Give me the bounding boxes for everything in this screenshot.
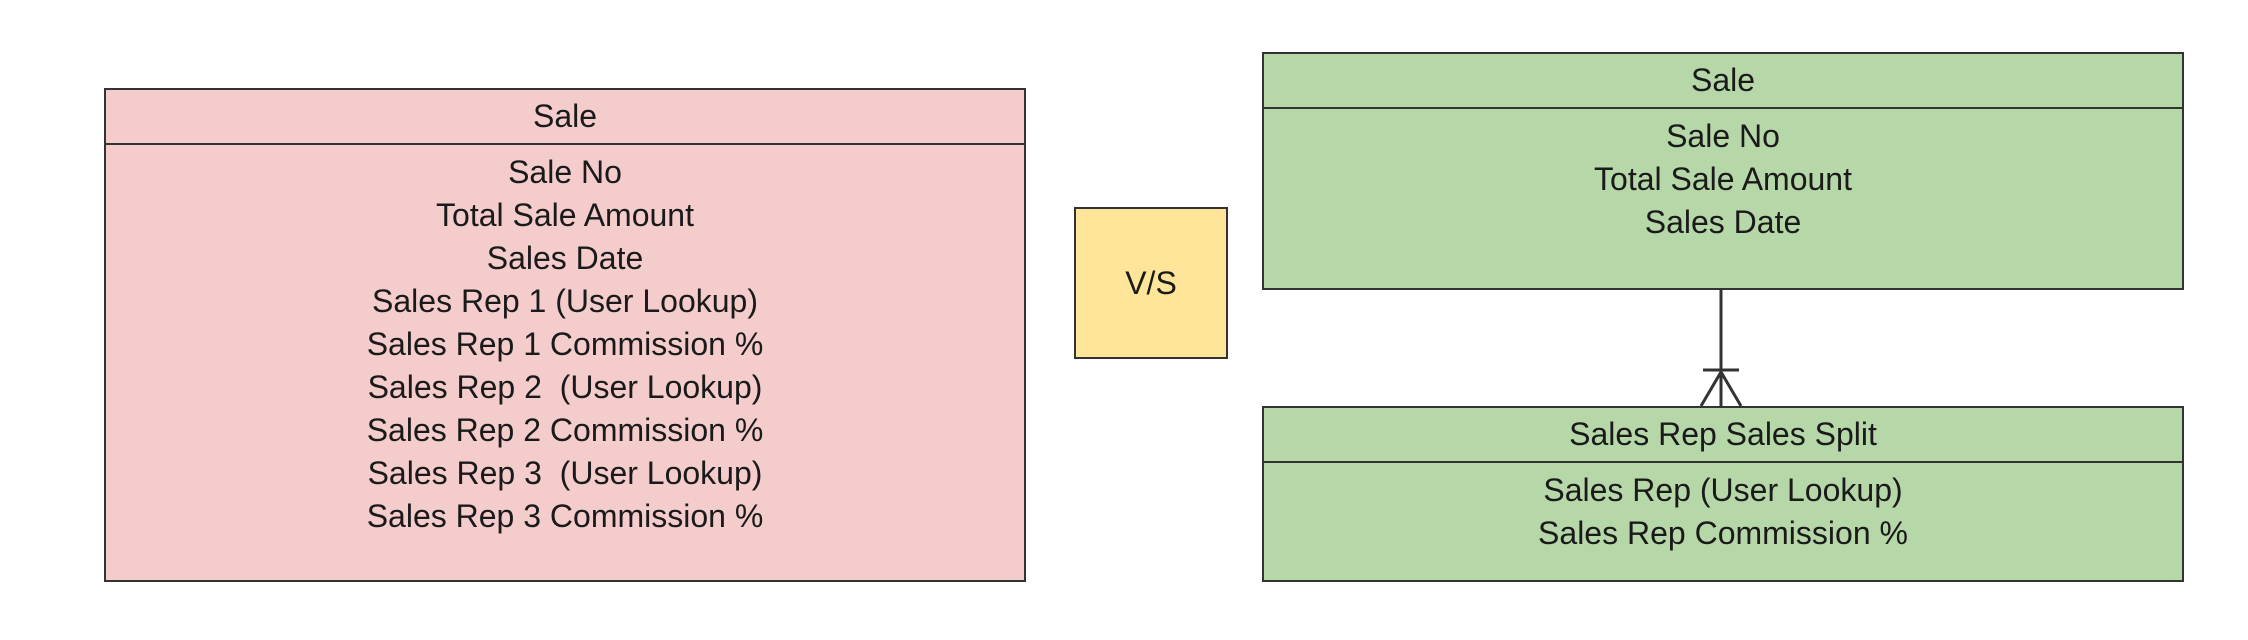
entity-field: Total Sale Amount [1594,161,1852,197]
entity-sale-normalized[interactable]: Sale Sale No Total Sale Amount Sales Dat… [1262,52,2184,290]
entity-title: Sale [106,90,1024,145]
entity-field: Sales Date [486,240,644,276]
entity-field: Total Sale Amount [436,197,694,233]
crows-foot-left [1699,371,1723,407]
entity-field: Sales Rep 1 (User Lookup) [372,283,758,319]
entity-field: Sales Rep 2 Commission % [366,412,764,448]
entity-field: Sale No [508,154,622,190]
entity-field: Sale No [1666,118,1780,154]
entity-field: Sales Rep Commission % [1538,515,1908,551]
entity-field-list: Sale No Total Sale Amount Sales Date [1264,109,2182,244]
entity-title: Sales Rep Sales Split [1264,408,2182,463]
versus-box[interactable]: V/S [1074,207,1228,359]
entity-sales-rep-sales-split[interactable]: Sales Rep Sales Split Sales Rep (User Lo… [1262,406,2184,582]
entity-field-list: Sale No Total Sale Amount Sales Date Sal… [106,145,1024,538]
entity-field: Sales Rep 2 (User Lookup) [367,369,763,405]
crows-foot-right [1719,371,1743,407]
entity-field: Sales Rep (User Lookup) [1543,472,1903,508]
entity-title: Sale [1264,54,2182,109]
relationship-connector[interactable] [1660,288,1782,408]
entity-field-list: Sales Rep (User Lookup) Sales Rep Commis… [1264,463,2182,555]
entity-sale-denormalized[interactable]: Sale Sale No Total Sale Amount Sales Dat… [104,88,1026,582]
entity-field: Sales Rep 3 Commission % [366,498,764,534]
entity-field: Sales Rep 1 Commission % [366,326,764,362]
entity-field: Sales Date [1644,204,1802,240]
entity-field: Sales Rep 3 (User Lookup) [367,455,763,491]
